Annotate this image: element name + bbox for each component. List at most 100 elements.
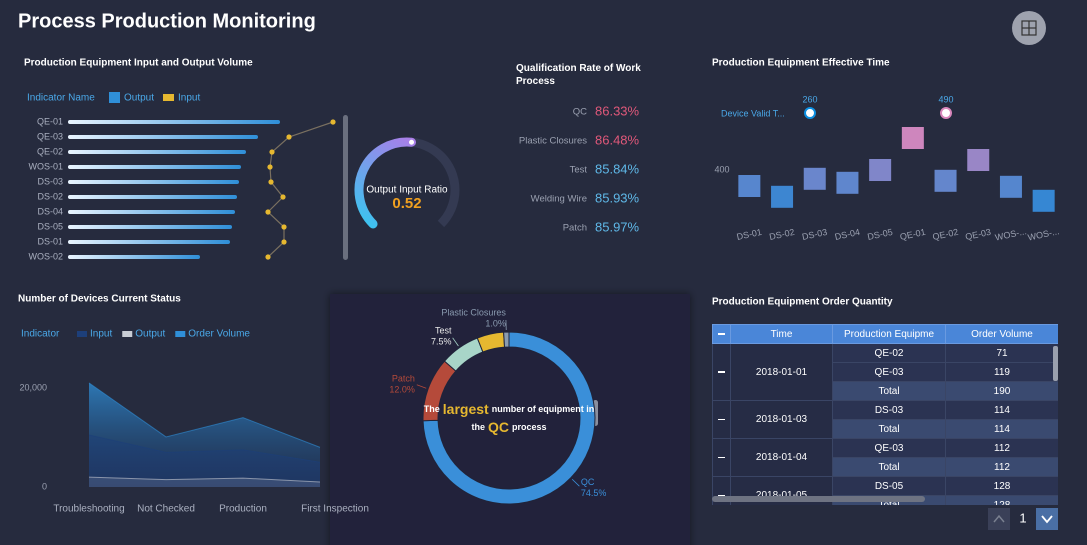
input-point bbox=[269, 149, 275, 155]
rate-value: 85.93% bbox=[595, 190, 640, 205]
page-up-button[interactable] bbox=[988, 508, 1010, 530]
legend-title: Indicator Name bbox=[27, 93, 95, 104]
y-tick-label: QE-03 bbox=[37, 131, 63, 141]
volume-cell: 128 bbox=[945, 476, 1058, 496]
volume-cell: 71 bbox=[945, 343, 1058, 363]
volume-cell: 128 bbox=[945, 495, 1058, 505]
table: Time Production Equipme Order Volume 2018-… bbox=[712, 324, 1058, 505]
page-down-button[interactable] bbox=[1036, 508, 1058, 530]
square-point bbox=[934, 169, 957, 192]
section-title: Number of Devices Current Status bbox=[18, 294, 181, 305]
table-row: 2018-01-04 QE-03 112 bbox=[712, 438, 1058, 477]
rate-value: 85.84% bbox=[595, 161, 640, 176]
label-line bbox=[416, 384, 427, 389]
bar bbox=[68, 120, 280, 124]
x-tick-label: DS-05 bbox=[867, 227, 894, 242]
volume-cell: 114 bbox=[945, 419, 1058, 439]
square-point bbox=[999, 175, 1022, 198]
page-number: 1 bbox=[1019, 510, 1026, 525]
x-tick-label: QE-01 bbox=[899, 227, 927, 242]
volume-cell: 112 bbox=[945, 457, 1058, 477]
x-tick-label: DS-03 bbox=[801, 227, 828, 242]
label-line bbox=[452, 337, 459, 347]
section-title: Production Equipment Input and Output Vo… bbox=[24, 58, 253, 69]
minus-icon bbox=[718, 494, 725, 497]
time-cell: 2018-01-03 bbox=[730, 400, 833, 439]
label-line bbox=[571, 478, 580, 487]
slice-label: Patch bbox=[392, 374, 415, 384]
input-point bbox=[265, 209, 271, 215]
section-title: Qualification Rate of Work Process bbox=[516, 63, 641, 87]
volume-cell: 119 bbox=[945, 362, 1058, 382]
rate-value: 86.48% bbox=[595, 132, 640, 147]
input-point bbox=[280, 194, 286, 200]
h-scrollbar[interactable] bbox=[712, 496, 925, 502]
rate-value: 85.97% bbox=[595, 219, 640, 234]
bar bbox=[68, 180, 239, 184]
collapse-cell[interactable] bbox=[712, 400, 731, 439]
pie-slice bbox=[503, 331, 510, 348]
legend-marker bbox=[77, 331, 87, 337]
v-scrollbar[interactable] bbox=[1053, 346, 1058, 381]
y-tick-label: 20,000 bbox=[19, 382, 47, 392]
minus-icon bbox=[718, 333, 725, 335]
time-cell: 2018-01-01 bbox=[730, 343, 833, 401]
x-tick-label: DS-02 bbox=[768, 227, 795, 242]
slice-value: 12.0% bbox=[389, 385, 415, 395]
page-down-icon bbox=[1041, 515, 1053, 524]
legend-title: Indicator bbox=[21, 329, 60, 340]
bar bbox=[68, 165, 241, 169]
visual-map-handle[interactable] bbox=[804, 107, 816, 119]
gauge-value: 0.52 bbox=[392, 195, 421, 212]
legend-label: Order Volume bbox=[188, 329, 250, 340]
table-row: 2018-01-01 QE-02 71 bbox=[712, 343, 1058, 401]
visual-map-value: 260 bbox=[802, 94, 817, 104]
section-title: Production Equipment Effective Time bbox=[712, 58, 890, 69]
center-text-part: largest bbox=[443, 401, 489, 417]
center-text-part: process bbox=[512, 422, 547, 432]
input-point bbox=[330, 119, 336, 125]
y-tick-label: DS-04 bbox=[37, 206, 63, 216]
collapse-cell[interactable] bbox=[712, 343, 731, 401]
square-point bbox=[869, 159, 892, 181]
bar bbox=[68, 255, 200, 259]
slice-label: Plastic Closures bbox=[441, 307, 506, 317]
equipment-cell: Total bbox=[832, 457, 946, 477]
equipment-cell: DS-03 bbox=[832, 400, 946, 420]
x-tick-label: Production bbox=[219, 504, 267, 515]
category-label: Welding Wire bbox=[531, 194, 587, 205]
time-cell: 2018-01-04 bbox=[730, 438, 833, 477]
table-body: 2018-01-01 QE-02 71 QE-03 119 Total 190 2018-01… bbox=[712, 343, 1058, 505]
slice-value: 74.5% bbox=[581, 488, 607, 498]
collapse-cell[interactable] bbox=[712, 438, 731, 477]
y-tick-label: WOS-01 bbox=[28, 161, 63, 171]
scrollbar[interactable] bbox=[343, 115, 348, 260]
volume-cell: 112 bbox=[945, 438, 1058, 458]
slice-value: 1.0% bbox=[485, 318, 506, 328]
legend-marker bbox=[163, 94, 174, 101]
visual-map-handle[interactable] bbox=[940, 107, 952, 119]
category-label: Patch bbox=[563, 223, 587, 234]
x-tick-label: First Inspection bbox=[301, 504, 369, 515]
center-text-part: The bbox=[424, 404, 440, 414]
input-line bbox=[267, 121, 334, 258]
square-point bbox=[738, 175, 761, 197]
area bbox=[89, 434, 320, 487]
input-point bbox=[268, 179, 274, 185]
collapse-all[interactable] bbox=[712, 324, 731, 344]
category-label: Test bbox=[570, 165, 588, 176]
minus-icon bbox=[718, 456, 725, 459]
volume-cell: 114 bbox=[945, 400, 1058, 420]
section-title: Production Equipment Order Quantity bbox=[712, 297, 893, 308]
equipment-cell: QE-02 bbox=[832, 343, 946, 363]
column-header: Time bbox=[730, 324, 833, 344]
slice-value: 7.5% bbox=[431, 337, 452, 347]
legend-label: Input bbox=[90, 329, 112, 340]
y-tick-label: DS-03 bbox=[37, 176, 63, 186]
center-text: the QC process bbox=[471, 419, 546, 435]
area-line bbox=[88, 434, 321, 463]
table-row: 2018-01-03 DS-03 114 bbox=[712, 400, 1058, 439]
square-point bbox=[901, 127, 924, 149]
gauge-arc bbox=[354, 137, 417, 229]
